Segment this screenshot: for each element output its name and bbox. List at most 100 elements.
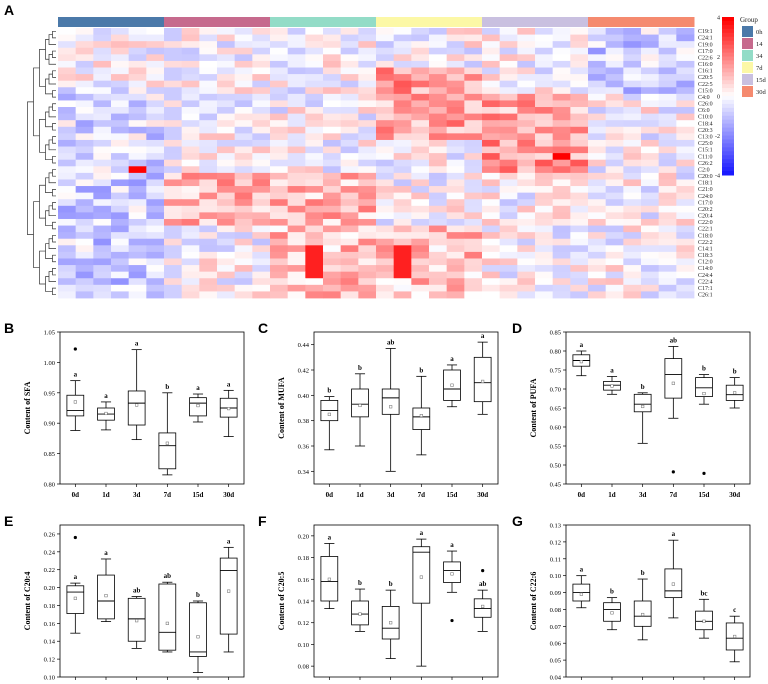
heatmap-cell <box>111 146 130 154</box>
heatmap-cell <box>181 166 200 174</box>
heatmap-cell <box>464 218 483 226</box>
panel-letter-d: D <box>512 320 523 336</box>
heatmap-cell <box>588 251 607 259</box>
heatmap-cell <box>164 133 183 141</box>
box-iqr <box>412 546 431 604</box>
dendrogram-link <box>52 70 56 78</box>
heatmap-cell <box>499 271 518 279</box>
heatmap-cell <box>58 87 77 95</box>
significance-letter: b <box>641 383 645 391</box>
y-tick-label: 0.55 <box>550 444 561 451</box>
heatmap-cell <box>658 100 677 108</box>
heatmap-cell <box>393 120 412 128</box>
heatmap-cell <box>641 47 660 55</box>
box-1d: b <box>351 364 369 447</box>
box-mean-marker <box>419 414 423 418</box>
heatmap-cell <box>605 278 624 286</box>
heatmap-cell <box>376 41 395 49</box>
significance-letter: b <box>641 569 645 577</box>
heatmap-cell <box>111 186 130 194</box>
heatmap-cell <box>552 153 571 161</box>
heatmap-cell <box>535 60 554 68</box>
x-tick-label: 1d <box>356 491 364 499</box>
heatmap-cell <box>340 245 359 253</box>
heatmap-cell <box>217 179 236 187</box>
heatmap-row-label: C26:1 <box>698 293 713 299</box>
heatmap-cell <box>499 80 518 88</box>
heatmap-cell <box>641 278 660 286</box>
heatmap-cell <box>287 34 306 42</box>
heatmap-cell <box>58 47 77 55</box>
legend-label: 30d <box>756 89 767 96</box>
heatmap-cell <box>340 74 359 82</box>
heatmap-cell <box>111 199 130 207</box>
heatmap-cell <box>517 146 536 154</box>
heatmap-cell <box>287 166 306 174</box>
heatmap-cell <box>305 238 324 246</box>
heatmap-cell <box>499 67 518 75</box>
heatmap-cell <box>181 232 200 240</box>
heatmap-cell <box>358 218 377 226</box>
heatmap-cell <box>446 80 465 88</box>
heatmap-cell <box>552 67 571 75</box>
heatmap-cell <box>552 54 571 62</box>
heatmap-cell <box>340 166 359 174</box>
heatmap-cell <box>623 47 642 55</box>
heatmap-cell <box>181 199 200 207</box>
outlier-point <box>702 471 706 475</box>
heatmap-cell <box>605 93 624 101</box>
y-tick-label: 0.16 <box>298 577 310 584</box>
heatmap-cell <box>429 67 448 75</box>
heatmap-cell <box>340 212 359 220</box>
heatmap-cell <box>93 153 112 161</box>
heatmap-cell <box>199 186 218 194</box>
heatmap-cell <box>623 100 642 108</box>
y-tick-label: 0.34 <box>298 469 310 476</box>
heatmap-cell <box>641 199 660 207</box>
heatmap-cell <box>641 133 660 141</box>
heatmap-cell <box>623 284 642 292</box>
heatmap-cell <box>252 186 271 194</box>
box-iqr <box>219 557 238 635</box>
colorbar-segment <box>722 20 734 26</box>
heatmap-cell <box>217 258 236 266</box>
heatmap-cell <box>641 139 660 147</box>
heatmap-cell <box>252 126 271 134</box>
heatmap-cell <box>676 80 695 88</box>
heatmap-cell <box>411 179 430 187</box>
heatmap-cell <box>605 232 624 240</box>
heatmap-cell <box>234 225 253 233</box>
heatmap-cell <box>517 186 536 194</box>
heatmap-cell <box>323 172 342 180</box>
heatmap-cell <box>499 153 518 161</box>
heatmap-cell <box>393 251 412 259</box>
heatmap-cell <box>252 159 271 167</box>
heatmap-cell <box>128 28 147 35</box>
heatmap-cell <box>411 47 430 55</box>
heatmap-cell <box>446 186 465 194</box>
heatmap-cell <box>376 166 395 174</box>
heatmap-cell <box>605 159 624 167</box>
significance-letter: a <box>580 341 584 349</box>
heatmap-cell <box>164 284 183 292</box>
heatmap-cell <box>429 87 448 95</box>
heatmap-cell <box>411 159 430 167</box>
heatmap-cell <box>58 67 77 75</box>
heatmap-cell <box>429 133 448 141</box>
heatmap-cell <box>58 225 77 233</box>
colorbar-segment <box>722 72 734 77</box>
heatmap-cell <box>358 146 377 154</box>
heatmap-cell <box>340 113 359 121</box>
colorbar-segment <box>722 60 734 65</box>
heatmap-cell <box>181 60 200 68</box>
heatmap-cell <box>676 278 695 286</box>
outlier-point <box>450 618 454 623</box>
heatmap-cell <box>393 179 412 187</box>
heatmap-cell <box>676 258 695 266</box>
heatmap-cell <box>217 153 236 161</box>
significance-letter: a <box>450 355 454 363</box>
heatmap-cell <box>641 74 660 82</box>
heatmap-cell <box>376 238 395 246</box>
heatmap-cell <box>234 47 253 55</box>
